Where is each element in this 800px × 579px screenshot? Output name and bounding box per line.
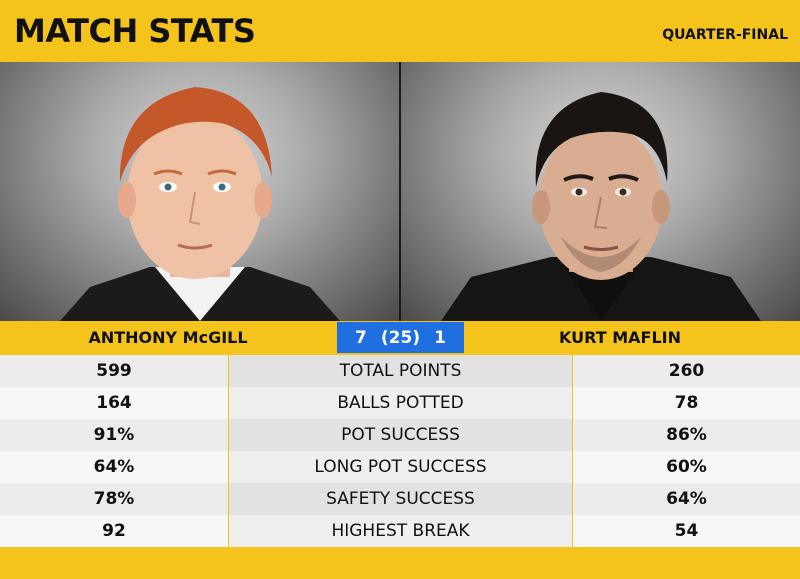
stat-left-value: 164 bbox=[0, 387, 228, 419]
stat-row: 599 TOTAL POINTS 260 bbox=[0, 355, 800, 387]
stat-label: SAFETY SUCCESS bbox=[229, 483, 572, 515]
stat-left-value: 599 bbox=[0, 355, 228, 387]
stat-label: HIGHEST BREAK bbox=[229, 515, 572, 547]
player-name-left: ANTHONY McGILL bbox=[88, 328, 248, 347]
score-left: 7 bbox=[355, 327, 367, 348]
score-box: 7 (25) 1 bbox=[337, 322, 464, 353]
stat-row: 64% LONG POT SUCCESS 60% bbox=[0, 451, 800, 483]
header-bar: MATCH STATS QUARTER-FINAL bbox=[0, 0, 800, 62]
stats-table: 599 TOTAL POINTS 260 164 BALLS POTTED 78… bbox=[0, 355, 800, 548]
score-total: (25) bbox=[380, 327, 421, 348]
footer-bar bbox=[0, 548, 800, 579]
stat-right-value: 78 bbox=[573, 387, 800, 419]
player-name-right: KURT MAFLIN bbox=[559, 328, 681, 347]
stat-row: 91% POT SUCCESS 86% bbox=[0, 419, 800, 451]
stat-right-value: 60% bbox=[573, 451, 800, 483]
stat-label: LONG POT SUCCESS bbox=[229, 451, 572, 483]
player-photo-left bbox=[0, 62, 399, 321]
score-right: 1 bbox=[434, 327, 446, 348]
stage-label: QUARTER-FINAL bbox=[662, 27, 788, 43]
stat-row: 78% SAFETY SUCCESS 64% bbox=[0, 483, 800, 515]
stat-label: BALLS POTTED bbox=[229, 387, 572, 419]
stat-right-value: 86% bbox=[573, 419, 800, 451]
photo-divider bbox=[399, 62, 401, 321]
stat-right-value: 260 bbox=[573, 355, 800, 387]
stat-row: 92 HIGHEST BREAK 54 bbox=[0, 515, 800, 547]
stat-left-value: 91% bbox=[0, 419, 228, 451]
stat-left-value: 78% bbox=[0, 483, 228, 515]
player-photos bbox=[0, 62, 800, 321]
stat-right-value: 64% bbox=[573, 483, 800, 515]
stat-label: TOTAL POINTS bbox=[229, 355, 572, 387]
stat-left-value: 64% bbox=[0, 451, 228, 483]
stat-row: 164 BALLS POTTED 78 bbox=[0, 387, 800, 419]
stat-right-value: 54 bbox=[573, 515, 800, 547]
page-title: MATCH STATS bbox=[14, 12, 256, 50]
stat-left-value: 92 bbox=[0, 515, 228, 547]
player-photo-right bbox=[401, 62, 800, 321]
stat-label: POT SUCCESS bbox=[229, 419, 572, 451]
